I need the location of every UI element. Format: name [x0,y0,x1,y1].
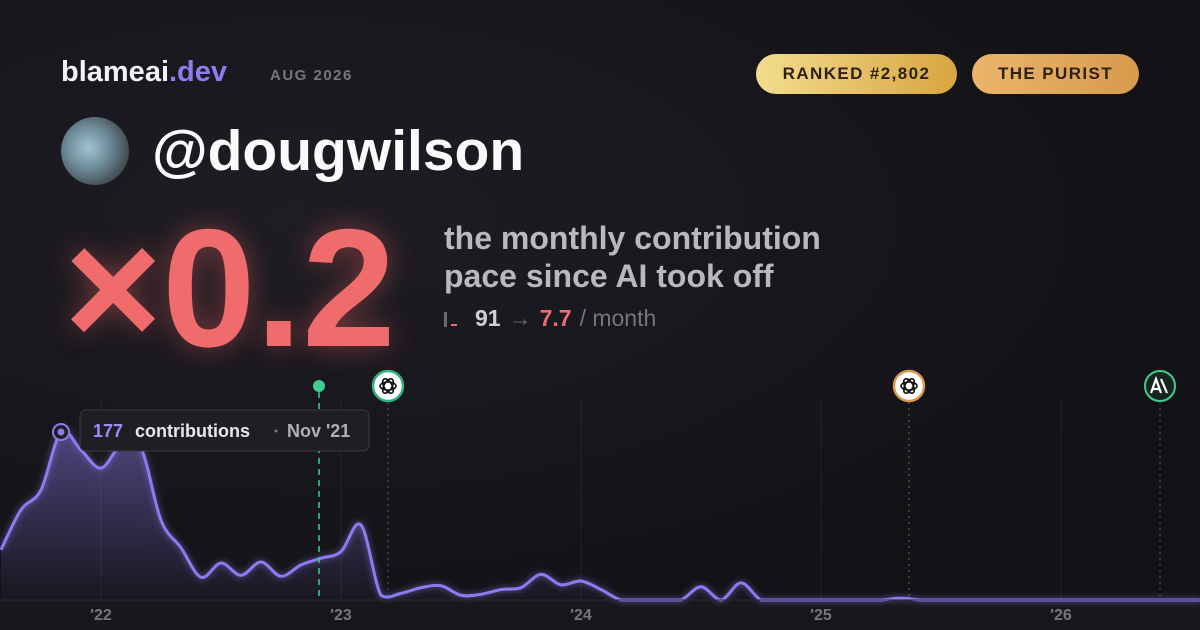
brand-tld: .dev [169,56,228,88]
separator [274,429,278,433]
highlight-dot [57,428,65,436]
rank-badge: RANKED #2,802 [756,54,957,94]
spark-icon [444,312,447,327]
handle: @dougwilson [152,119,525,183]
x-tick-label: '23 [330,607,352,624]
x-tick-label: '25 [810,607,832,624]
axis-band [0,600,1200,630]
pace-before: 91 [475,305,501,331]
tooltip-value: 177 [93,421,123,441]
brand: blameai.dev [61,56,227,89]
spark-icon [451,324,457,326]
tooltip-date: Nov '21 [287,421,350,441]
x-tick-label: '22 [90,607,112,624]
ai-marker-dot [313,380,325,392]
openai-icon [371,369,405,403]
openai-icon [892,369,926,403]
pace: 91 → 7.7 / month [444,305,656,332]
persona-badge: THE PURIST [972,54,1139,94]
multiplier: ×0.2 [64,194,396,382]
arrow: → [508,305,532,331]
x-tick-label: '24 [570,607,592,624]
avatar [61,117,129,185]
pace-after: 7.7 [539,305,572,331]
x-tick-label: '26 [1050,607,1072,624]
report-date: AUG 2026 [270,67,353,84]
area [1,430,1200,601]
tooltip-box [79,409,370,452]
anthropic-icon [1144,370,1176,402]
tooltip: 177 contributions Nov '21 [79,409,370,452]
tooltip-label: contributions [135,421,250,441]
pace-unit: / month [579,305,657,331]
caption: the monthly contribution pace since AI t… [444,220,821,294]
brand-name: blameai [61,56,169,88]
